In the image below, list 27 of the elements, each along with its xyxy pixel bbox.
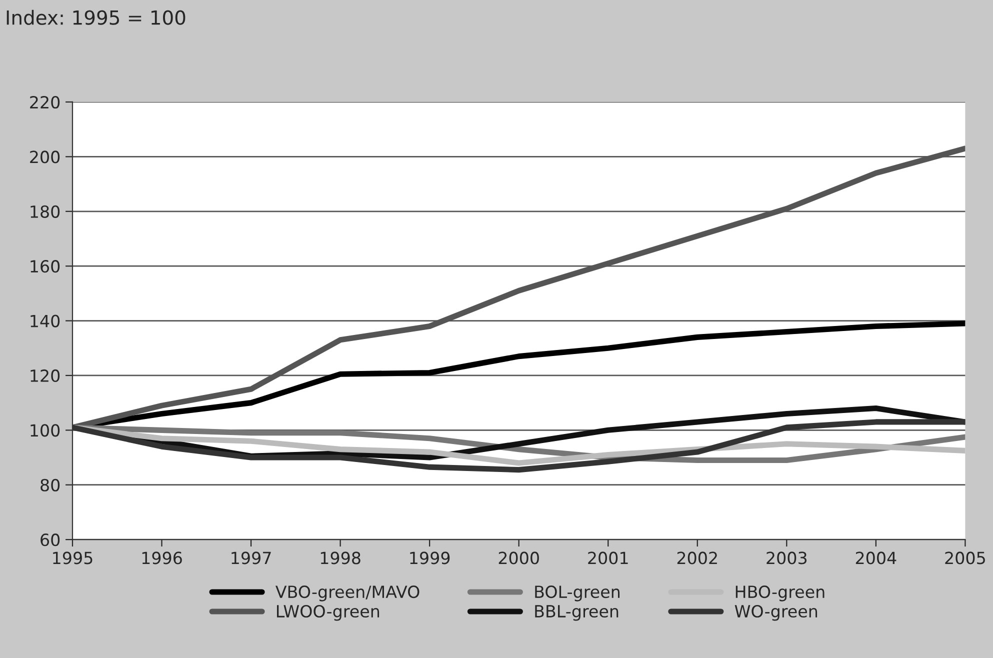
x-tick-label: 1996: [142, 552, 182, 564]
x-tick-label: 2005: [945, 552, 985, 564]
y-tick-label: 180: [30, 205, 60, 218]
y-tick-label: 60: [40, 534, 60, 546]
x-tick-label: 2000: [498, 552, 539, 564]
y-tick-label: 160: [30, 260, 60, 273]
legend-label: LWOO-green: [276, 604, 380, 621]
y-tick-label: 120: [30, 369, 60, 382]
legend-label: BOL-green: [535, 585, 620, 602]
y-tick-label: 80: [40, 478, 60, 492]
x-tick-label: 2003: [766, 552, 807, 564]
x-tick-label: 2004: [856, 552, 896, 564]
legend-label: WO-green: [734, 604, 818, 621]
x-tick-label: 2002: [677, 552, 717, 564]
legend-label: BBL-green: [535, 605, 618, 621]
legend-label: VBO-green/MAVO: [275, 585, 420, 602]
y-tick-label: 140: [30, 314, 60, 328]
y-tick-label: 100: [30, 424, 60, 437]
legend-label: HBO-green: [736, 585, 824, 602]
x-tick-label: 1995: [53, 552, 92, 564]
chart-title: Index: 1995 = 100: [6, 10, 186, 25]
y-tick-label: 220: [30, 96, 60, 109]
x-tick-label: 1999: [410, 552, 450, 564]
x-tick-label: 1998: [320, 552, 360, 564]
x-tick-label: 2001: [588, 552, 628, 564]
x-tick-label: 1997: [232, 552, 271, 564]
y-tick-label: 200: [30, 150, 60, 164]
